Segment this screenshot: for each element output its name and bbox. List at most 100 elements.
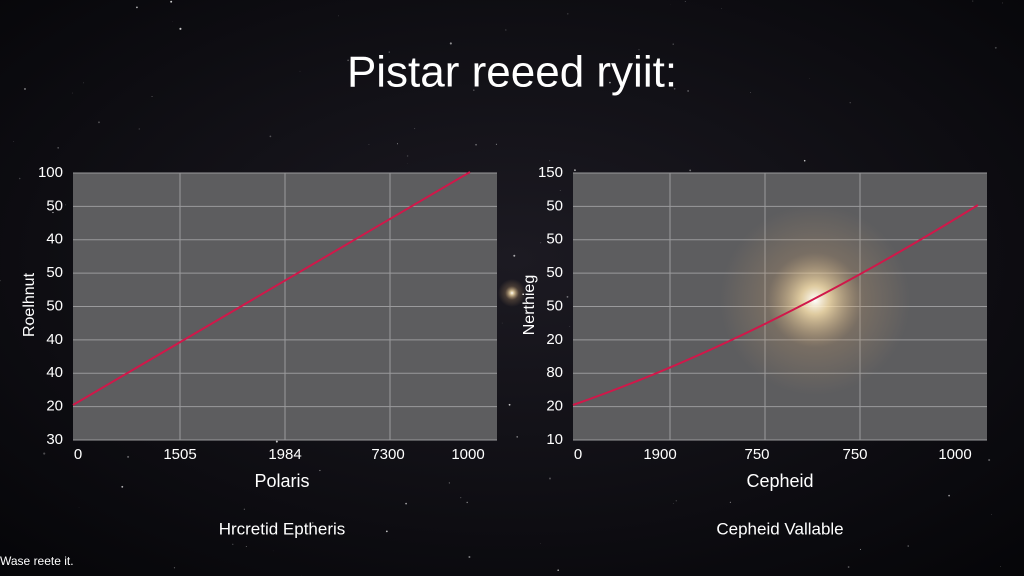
y-tick-label: 10 xyxy=(546,431,563,448)
x-tick-label: 7300 xyxy=(371,446,404,463)
star xyxy=(172,21,173,22)
star xyxy=(245,546,247,547)
footer-note: Wase reete it. xyxy=(0,554,74,568)
star xyxy=(396,143,398,145)
caption: Hrcretid Eptheris xyxy=(219,519,346,538)
star xyxy=(684,1,686,3)
star xyxy=(948,494,950,497)
star xyxy=(138,128,140,130)
star xyxy=(516,436,518,438)
x-axis-label: Cepheid xyxy=(746,471,813,491)
curve xyxy=(572,204,979,406)
star xyxy=(972,0,974,2)
y-tick-label: 50 xyxy=(546,197,563,214)
star xyxy=(3,562,5,565)
caption: Cepheid Vallable xyxy=(716,519,843,538)
star xyxy=(319,469,321,472)
y-tick-label: 50 xyxy=(546,231,563,248)
star xyxy=(559,189,561,191)
star xyxy=(687,90,689,92)
star xyxy=(473,89,475,91)
star xyxy=(460,497,462,499)
star xyxy=(127,455,130,458)
star xyxy=(990,514,992,516)
star xyxy=(136,6,138,9)
star xyxy=(567,13,569,15)
star xyxy=(243,508,246,510)
star xyxy=(232,543,234,545)
star xyxy=(406,155,409,157)
x-tick-label: 1984 xyxy=(268,446,301,463)
y-tick-label: 80 xyxy=(546,364,563,381)
star xyxy=(151,95,153,97)
x-tick-label: 1505 xyxy=(163,446,196,463)
x-tick-label: 750 xyxy=(744,446,769,463)
x-tick-label: 1900 xyxy=(643,446,676,463)
star xyxy=(312,522,314,524)
y-tick-label: 30 xyxy=(46,431,63,448)
star xyxy=(549,477,551,480)
star xyxy=(549,160,551,162)
star xyxy=(414,128,416,130)
x-tick-label: 0 xyxy=(574,446,582,463)
star xyxy=(43,452,46,455)
star xyxy=(388,51,390,53)
star xyxy=(98,121,100,124)
star xyxy=(505,29,507,31)
x-tick-label: 0 xyxy=(74,446,82,463)
star xyxy=(809,78,810,80)
star xyxy=(750,91,751,93)
star xyxy=(71,92,73,94)
x-tick-label: 750 xyxy=(842,446,867,463)
star xyxy=(78,507,80,508)
star xyxy=(673,87,676,90)
star xyxy=(501,322,503,324)
y-tick-label: 40 xyxy=(46,364,63,381)
star xyxy=(173,567,176,569)
star xyxy=(508,403,511,406)
star xyxy=(609,81,611,84)
star xyxy=(566,296,569,298)
star xyxy=(368,143,370,145)
star xyxy=(466,501,468,504)
star xyxy=(988,459,991,462)
star xyxy=(0,280,1,282)
star xyxy=(859,548,862,551)
star xyxy=(672,43,674,45)
star xyxy=(729,501,731,503)
y-tick-label: 40 xyxy=(46,331,63,348)
y-tick-label: 20 xyxy=(546,331,563,348)
star xyxy=(675,500,677,502)
x-tick-label: 1000 xyxy=(938,446,971,463)
star xyxy=(540,542,542,544)
y-axis-label: Roelhnut xyxy=(21,272,38,337)
star xyxy=(385,530,388,533)
star xyxy=(173,457,175,460)
y-tick-label: 50 xyxy=(46,297,63,314)
star xyxy=(269,135,272,138)
star xyxy=(179,27,182,30)
star xyxy=(634,56,635,58)
star xyxy=(849,102,851,104)
star xyxy=(638,49,640,51)
y-axis-label: Nerthieg xyxy=(521,275,538,335)
x-axis-label: Polaris xyxy=(254,471,309,491)
star xyxy=(275,440,278,443)
star xyxy=(803,159,806,162)
y-tick-label: 20 xyxy=(546,398,563,415)
star xyxy=(557,569,559,571)
star xyxy=(299,70,301,72)
star xyxy=(449,42,452,45)
star xyxy=(57,147,59,149)
star xyxy=(65,204,67,206)
star xyxy=(689,169,692,172)
star xyxy=(540,242,542,244)
star xyxy=(24,88,26,90)
star-glow xyxy=(720,205,910,395)
star xyxy=(1002,2,1003,4)
y-tick-label: 40 xyxy=(46,231,63,248)
y-tick-label: 20 xyxy=(46,398,63,415)
star xyxy=(52,211,54,214)
